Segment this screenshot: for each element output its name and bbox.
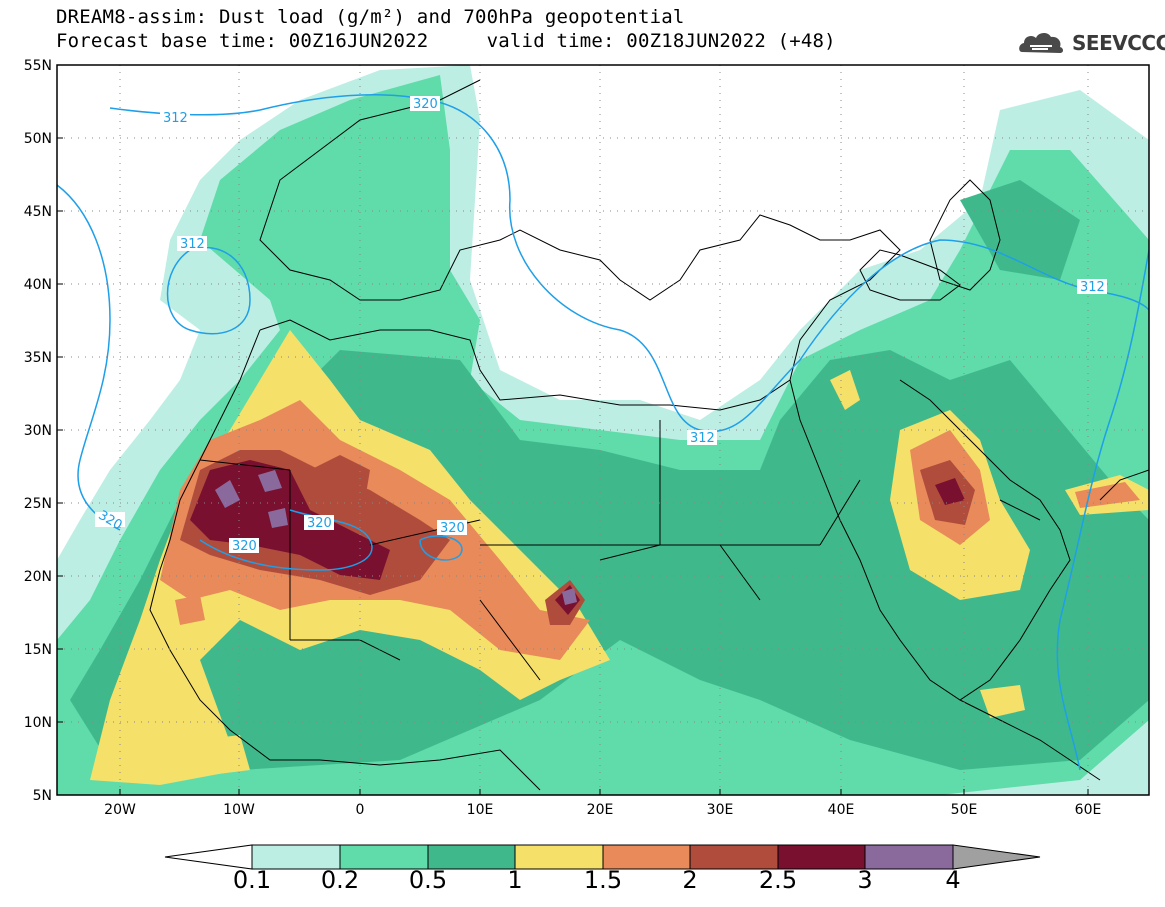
contour-label: 320 bbox=[440, 521, 465, 536]
contour-labels: 312 312 320 312 312 320 320 320 320 bbox=[95, 96, 1107, 554]
colorbar-label: 1 bbox=[507, 866, 523, 894]
colorbar-swatch bbox=[864, 844, 954, 870]
contour-label: 320 bbox=[413, 97, 438, 112]
contour-label: 312 bbox=[690, 431, 715, 446]
lat-label: 20N bbox=[24, 569, 52, 585]
tick-marks bbox=[57, 64, 1089, 796]
lat-label: 45N bbox=[24, 204, 52, 220]
logo-text: SEEVCCC bbox=[1072, 31, 1165, 55]
colorbar-swatch bbox=[689, 844, 779, 870]
lat-label: 25N bbox=[24, 496, 52, 512]
lat-label: 5N bbox=[33, 788, 52, 804]
colorbar-swatch bbox=[514, 844, 604, 870]
colorbar-swatch bbox=[777, 844, 866, 870]
lat-label: 40N bbox=[24, 277, 52, 293]
lat-label: 50N bbox=[24, 131, 52, 147]
lat-labels: 55N 50N 45N 40N 35N 30N 25N 20N 15N 10N … bbox=[24, 58, 52, 804]
lat-label: 10N bbox=[24, 715, 52, 731]
lon-label: 10E bbox=[467, 802, 494, 818]
contour-label: 320 bbox=[307, 516, 332, 531]
contour-label: 312 bbox=[163, 111, 188, 126]
geopotential-contours bbox=[57, 94, 1149, 771]
lat-label: 35N bbox=[24, 350, 52, 366]
lon-labels: 20W 10W 0 10E 20E 30E 40E 50E 60E bbox=[104, 802, 1101, 818]
colorbar-swatch bbox=[251, 844, 341, 870]
lon-label: 20W bbox=[104, 802, 136, 818]
lon-label: 50E bbox=[951, 802, 978, 818]
colorbar-swatch bbox=[339, 844, 429, 870]
cloud-icon bbox=[1019, 32, 1063, 53]
lon-label: 30E bbox=[707, 802, 734, 818]
colorbar-label: 1.5 bbox=[583, 866, 623, 894]
graticule bbox=[57, 65, 1149, 795]
colorbar-label: 0.1 bbox=[232, 866, 272, 894]
colorbar-over-triangle bbox=[952, 844, 1041, 870]
title-line-1: DREAM8-assim: Dust load (g/m²) and 700hP… bbox=[56, 6, 685, 28]
lat-label: 30N bbox=[24, 423, 52, 439]
colorbar-label: 4 bbox=[945, 866, 961, 894]
lat-label: 15N bbox=[24, 642, 52, 658]
colorbar-label: 2 bbox=[682, 866, 698, 894]
lon-label: 40E bbox=[828, 802, 855, 818]
colorbar-label: 3 bbox=[857, 866, 873, 894]
contour-label: 320 bbox=[232, 539, 257, 554]
lon-label: 0 bbox=[356, 802, 365, 818]
colorbar bbox=[164, 844, 1041, 870]
colorbar-label: 0.5 bbox=[408, 866, 448, 894]
lon-label: 10W bbox=[223, 802, 255, 818]
lon-label: 60E bbox=[1075, 802, 1102, 818]
title-line-2: Forecast base time: 00Z16JUN2022 valid t… bbox=[56, 30, 836, 52]
lat-label: 55N bbox=[24, 58, 52, 74]
colorbar-label: 0.2 bbox=[320, 866, 360, 894]
contour-label: 312 bbox=[180, 237, 205, 252]
contour-label: 312 bbox=[1080, 280, 1105, 295]
colorbar-label: 2.5 bbox=[758, 866, 798, 894]
lon-label: 20E bbox=[587, 802, 614, 818]
